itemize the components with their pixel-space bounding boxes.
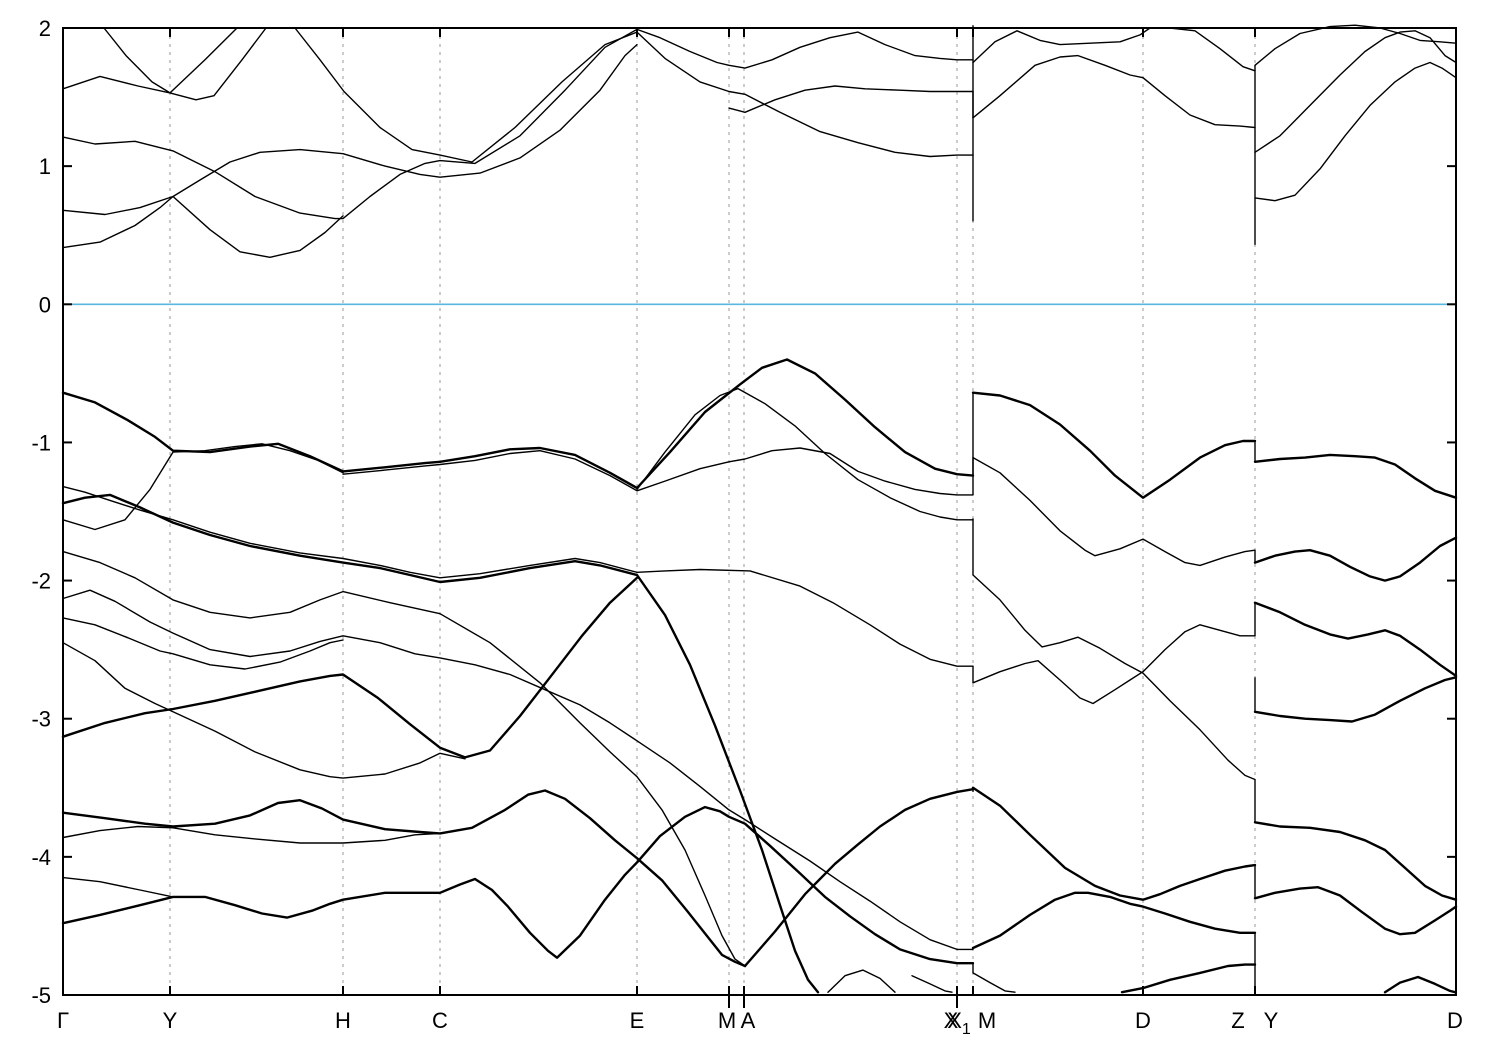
kpoint-label: H [335,1008,351,1033]
band-line [62,28,974,220]
band-line [61,805,975,965]
band-line [61,576,639,759]
band-line [62,876,174,898]
band-line [62,825,441,844]
kpoint-label: Γ [57,1008,69,1033]
kpoint-label: Z [1231,1008,1244,1033]
band-line [728,85,974,113]
band-line [972,456,1256,567]
band-line [62,43,638,216]
band-line [1253,601,1458,678]
band-line [972,574,1256,781]
kpoint-label: C [432,1008,448,1033]
kpoint-label: X [944,1008,959,1033]
y-axis-tick-label: -1 [31,430,51,455]
band-line [342,447,974,496]
band-line [61,493,820,994]
kpoint-label: Y [163,1008,178,1033]
band-line [62,589,974,951]
band-line [62,485,974,667]
kpoint-label: D [1135,1008,1151,1033]
y-axis-tick-label: 0 [39,292,51,317]
band-line [1253,676,1458,723]
band-line [636,387,974,521]
y-axis-tick-label: 1 [39,154,51,179]
band-line [743,788,975,968]
plot-border [62,27,1457,996]
y-axis-tick-label: -3 [31,707,51,732]
kpoint-label: E [630,1008,645,1033]
kpoint-label: M [978,1008,996,1033]
band-line [1253,453,1458,499]
band-line [62,550,746,967]
band-line [972,624,1256,705]
band-line [827,969,896,993]
band-line [61,789,747,968]
band-line [103,27,267,101]
band-line [62,27,238,94]
y-axis-tick-label: -5 [31,983,51,1008]
band-line [1254,30,1457,153]
band-line [62,642,466,779]
band-line [911,975,953,993]
band-line [972,54,1256,129]
kpoint-label: M [718,1008,736,1033]
band-line [1253,821,1458,901]
kpoint-label: Y [1264,1008,1279,1033]
band-line [972,972,1016,993]
band-line [62,617,344,670]
band-line [62,195,344,258]
band-line [294,27,974,163]
band-line [971,891,1257,950]
kpoint-label: A [741,1008,756,1033]
y-axis-tick-label: -2 [31,569,51,594]
band-line [1383,975,1457,994]
band-line [1253,536,1458,582]
band-line [61,358,975,490]
band-line [971,391,1257,499]
band-line [62,443,344,531]
y-axis-tick-label: -4 [31,845,51,870]
band-line [1254,24,1457,66]
band-line [971,786,1257,901]
band-line [1254,61,1457,202]
kpoint-label: D [1447,1008,1463,1033]
band-line [972,27,1256,72]
y-axis-tick-label: 2 [39,16,51,41]
band-line [1253,886,1458,936]
